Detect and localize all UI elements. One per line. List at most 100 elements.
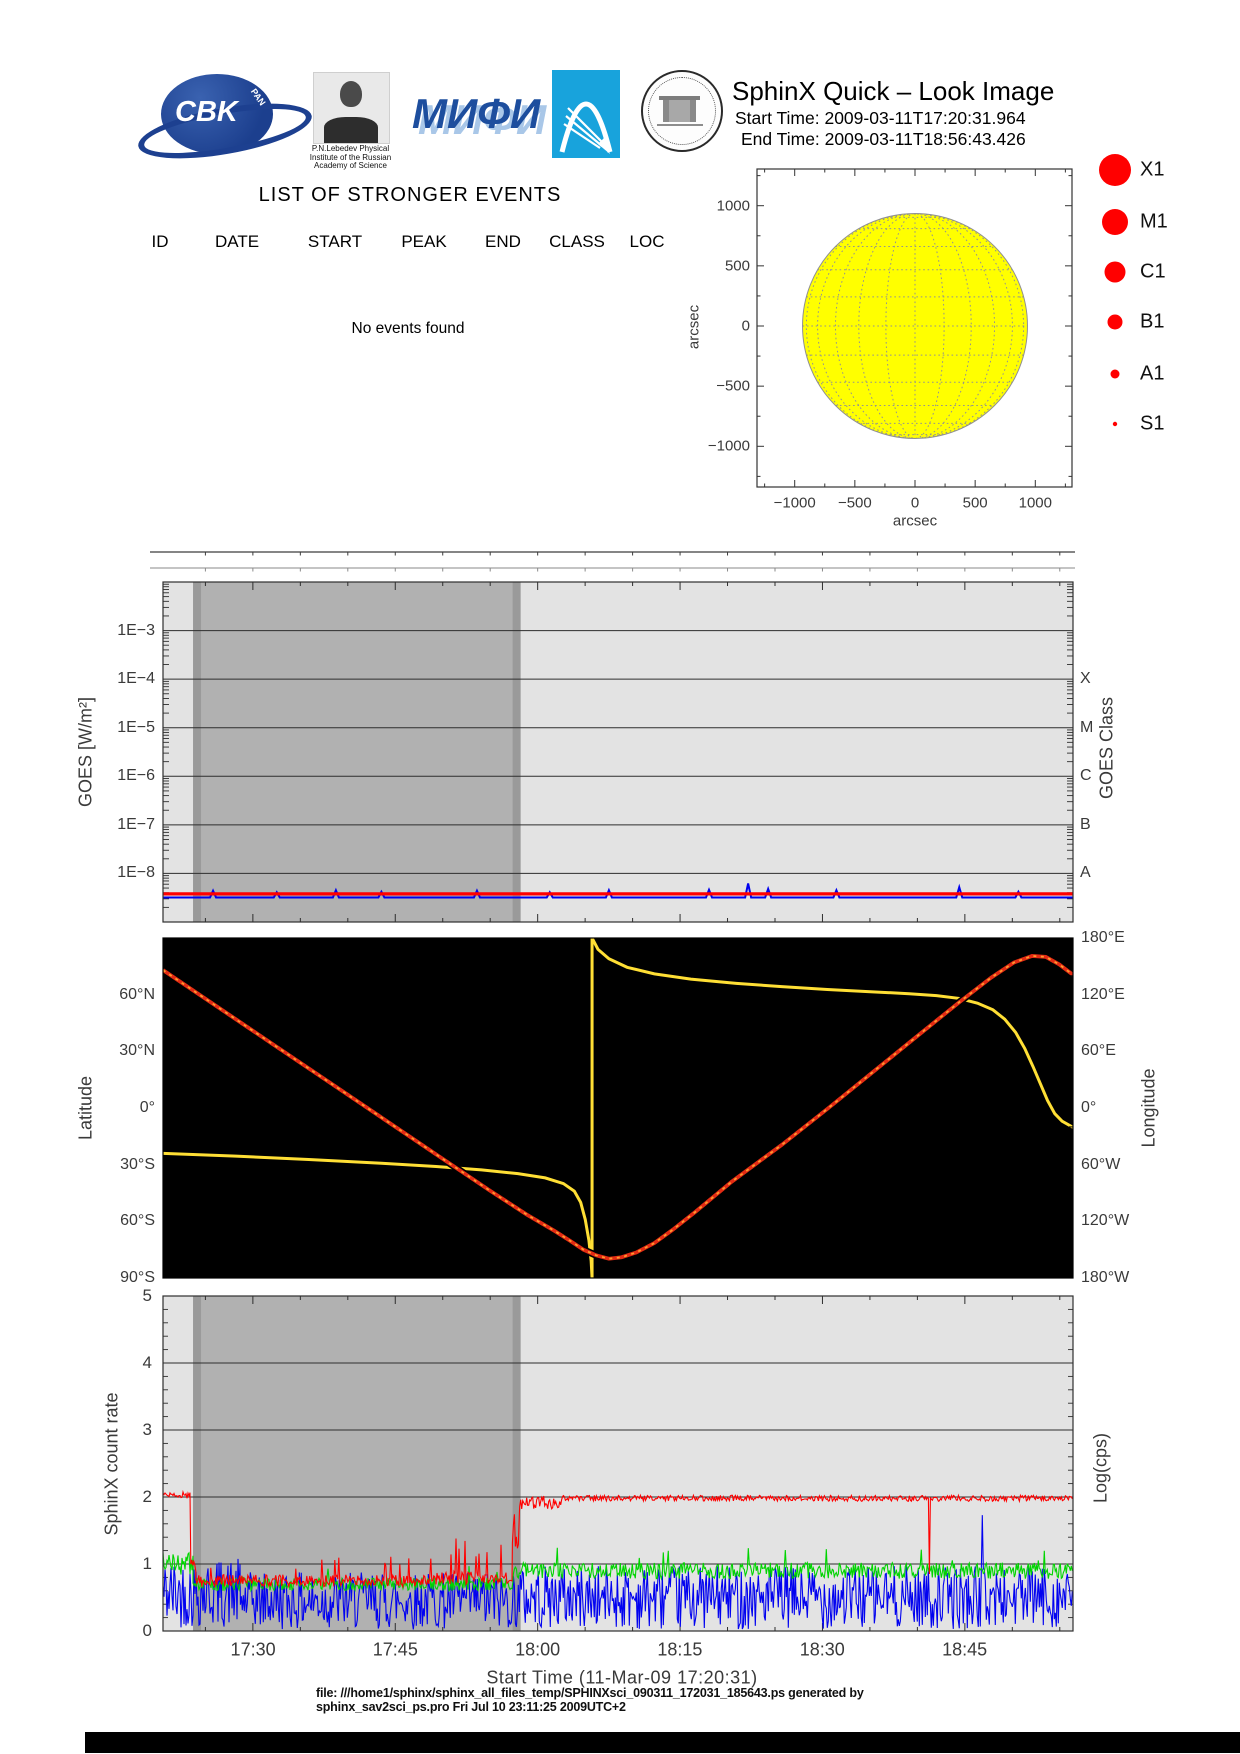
separator-rules bbox=[150, 551, 1075, 572]
events-col-end: END bbox=[485, 232, 521, 251]
legend-label-B1: B1 bbox=[1140, 310, 1165, 333]
night-eclipse-band bbox=[193, 582, 521, 922]
map-land bbox=[727, 1223, 873, 1228]
map-land bbox=[345, 966, 464, 970]
goes-class-tick-label: X bbox=[1080, 670, 1091, 688]
counts-plot-bg bbox=[163, 1296, 1073, 1631]
file-path-footer: file: ///home1/sphinx/sphinx_all_files_t… bbox=[316, 1686, 864, 1714]
goes-y-tick-label: 1E−8 bbox=[117, 864, 155, 882]
sun-plot-x-axis-title: arcsec bbox=[892, 512, 938, 530]
ground-track-map bbox=[162, 937, 1074, 1279]
counts-y-tick-label: 3 bbox=[142, 1420, 152, 1439]
map-lat-tick-label: 30°N bbox=[119, 1042, 155, 1060]
sun-x-tick-label: 0 bbox=[910, 494, 920, 512]
legend-flare-dot-M1 bbox=[1102, 209, 1128, 235]
mephi-logo: МИФИ МИФИ bbox=[412, 88, 546, 150]
sun-plot-y-axis-title: arcsec bbox=[685, 304, 703, 350]
counts-right-axis-title: Log(cps) bbox=[1090, 1432, 1111, 1504]
satellite-longitude-line bbox=[163, 1151, 594, 1278]
counts-x-tick-label: 18:00 bbox=[515, 1639, 561, 1660]
events-col-peak: PEAK bbox=[401, 232, 447, 251]
map-lat-tick-label: 90°S bbox=[120, 1269, 155, 1286]
legend-label-M1: M1 bbox=[1140, 210, 1168, 233]
sun-x-tick-label: −1000 bbox=[773, 494, 816, 512]
goes-plot-bg bbox=[163, 582, 1073, 922]
mephi-logo-shadow-text: МИФИ bbox=[418, 96, 547, 143]
legend-label-X1: X1 bbox=[1140, 158, 1165, 181]
bottom-black-bar bbox=[85, 1732, 1240, 1753]
society-seal-logo bbox=[641, 70, 723, 152]
map-lon-tick-label: 180°W bbox=[1081, 1269, 1130, 1286]
map-layers bbox=[163, 938, 1073, 1278]
portrait-head-icon bbox=[340, 81, 362, 107]
solar-disk-plot bbox=[756, 154, 1131, 488]
legend-label-A1: A1 bbox=[1140, 362, 1165, 385]
goes-class-tick-label: B bbox=[1080, 815, 1091, 833]
counts-y-tick-label: 1 bbox=[142, 1554, 152, 1573]
counts-x-tick-label: 18:45 bbox=[942, 1639, 988, 1660]
sun-y-tick-label: 0 bbox=[741, 317, 750, 335]
map-latitude-axis-title: Latitude bbox=[75, 1075, 96, 1141]
events-col-loc: LOC bbox=[629, 232, 665, 251]
goes-class-tick-label: A bbox=[1080, 864, 1091, 882]
counts-x-tick-label: 18:30 bbox=[799, 1639, 845, 1660]
counts-series bbox=[163, 1489, 1073, 1630]
lebedev-institute-logo bbox=[313, 72, 390, 144]
map-lon-tick-label: 60°E bbox=[1081, 1042, 1116, 1060]
sun-y-tick-label: −500 bbox=[716, 377, 750, 395]
start-time-label: Start Time: 2009-03-11T17:20:31.964 bbox=[735, 108, 1026, 128]
no-events-message: No events found bbox=[351, 320, 465, 337]
events-col-date: DATE bbox=[214, 232, 260, 251]
counts-line-green bbox=[163, 1547, 1073, 1593]
night-band-edge bbox=[512, 582, 521, 922]
sun-y-tick-label: 500 bbox=[724, 257, 750, 275]
map-land bbox=[163, 1066, 188, 1108]
legend-flare-dot-B1 bbox=[1107, 314, 1123, 330]
goes-y-axis-title: GOES [W/m²] bbox=[75, 697, 96, 807]
goes-y-tick-label: 1E−4 bbox=[117, 670, 155, 688]
legend-flare-dot-A1 bbox=[1110, 369, 1120, 379]
events-list-title: LIST OF STRONGER EVENTS bbox=[258, 184, 562, 206]
map-lon-tick-label: 180°E bbox=[1081, 929, 1125, 946]
seal-ground-icon bbox=[657, 124, 703, 126]
map-land bbox=[610, 1138, 626, 1156]
sun-y-tick-label: 1000 bbox=[716, 197, 750, 215]
goes-y-tick-label: 1E−6 bbox=[117, 767, 155, 785]
goes-y-tick-label: 1E−7 bbox=[117, 815, 155, 833]
counts-y-axis-title: SphinX count rate bbox=[101, 1392, 122, 1536]
arch-comet-icon bbox=[559, 101, 613, 154]
counts-x-tick-label: 18:15 bbox=[657, 1639, 703, 1660]
legend-flare-dot-S1 bbox=[1112, 421, 1118, 427]
counts-y-tick-label: 2 bbox=[142, 1487, 152, 1506]
map-land bbox=[163, 1229, 1073, 1278]
seal-building-icon bbox=[663, 100, 696, 122]
goes-y-tick-label: 1E−3 bbox=[117, 621, 155, 639]
sun-y-tick-label: −1000 bbox=[707, 437, 750, 455]
sphinx-count-rate-panel bbox=[162, 1295, 1074, 1632]
night-band-edge bbox=[512, 1296, 521, 1631]
map-lat-tick-label: 60°S bbox=[120, 1212, 155, 1230]
counts-y-tick-label: 0 bbox=[142, 1621, 152, 1640]
cbk-logo-text: CBK bbox=[175, 96, 238, 128]
map-lon-tick-label: 120°W bbox=[1081, 1212, 1130, 1230]
sun-plot-frame bbox=[756, 168, 1073, 488]
mephi-logo-text: МИФИ bbox=[412, 90, 541, 137]
goes-plot-frame bbox=[162, 581, 1074, 923]
legend-label-C1: C1 bbox=[1140, 260, 1166, 283]
sun-grid bbox=[802, 213, 1028, 439]
counts-x-axis-title: Start Time (11-Mar-09 17:20:31) bbox=[486, 1667, 758, 1688]
goes-class-axis-title: GOES Class bbox=[1096, 696, 1117, 800]
goes-class-tick-label: M bbox=[1080, 718, 1094, 736]
map-lon-tick-label: 0° bbox=[1081, 1099, 1097, 1116]
map-lon-tick-label: 60°W bbox=[1081, 1155, 1121, 1173]
map-land bbox=[586, 1117, 603, 1135]
counts-plot-frame bbox=[162, 1295, 1074, 1632]
lebedev-caption-line: P.N.Lebedev Physical bbox=[311, 144, 390, 153]
end-time-label: End Time: 2009-03-11T18:56:43.426 bbox=[741, 129, 1026, 149]
map-land bbox=[681, 977, 1073, 1207]
night-band-edge bbox=[193, 1296, 202, 1631]
map-frame bbox=[162, 937, 1074, 1279]
ground-track-dots bbox=[163, 955, 1073, 1260]
